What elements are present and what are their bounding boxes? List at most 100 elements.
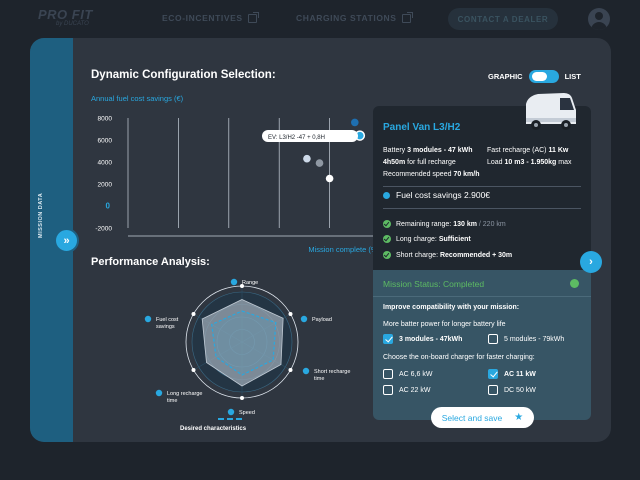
- short-charge-row: Short charge: Recommended + 30m: [383, 251, 512, 259]
- y-tick-label: -2000: [95, 226, 112, 233]
- toggle-label-graphic: GRAPHIC: [488, 72, 523, 81]
- option-3-modules[interactable]: 3 modules - 47kWh: [383, 334, 462, 344]
- nav-charging-stations[interactable]: CHARGING STATIONS: [296, 11, 413, 23]
- radar-axis-label: Payload: [312, 317, 332, 323]
- fuel-savings-text: Fuel cost savings 2.900€: [396, 190, 491, 200]
- improve-heading: Improve compatibility with your mission:: [383, 304, 520, 311]
- checkbox-checked-icon[interactable]: [488, 369, 498, 379]
- scatter-point[interactable]: [303, 154, 311, 163]
- y-tick-label: 0: [106, 202, 111, 211]
- check-circle-icon: [383, 220, 391, 228]
- scatter-y-caption: Annual fuel cost savings (€): [91, 94, 184, 103]
- radar-vertex-dot: [191, 368, 196, 372]
- desired-legend-swatch: [218, 418, 242, 420]
- radar-axis-label: savings: [156, 324, 175, 330]
- coins-icon: [383, 191, 390, 199]
- view-toggle[interactable]: GRAPHIC LIST: [488, 70, 581, 83]
- long-charge-row: Long charge: Sufficient: [383, 235, 471, 243]
- radar-axis-label: Range: [242, 280, 258, 286]
- top-navigation: PRO FIT by DUCATO ECO-INCENTIVES CHARGIN…: [0, 0, 640, 38]
- radar-vertex-dot: [240, 396, 244, 400]
- info-icon[interactable]: [230, 278, 238, 286]
- vehicle-title: Panel Van L3/H2: [383, 122, 461, 133]
- battery-option-heading: More batter power for longer battery lif…: [383, 321, 506, 328]
- next-vehicle-button[interactable]: ›: [580, 251, 602, 273]
- scatter-point[interactable]: [325, 174, 334, 183]
- scatter-point[interactable]: [315, 159, 324, 167]
- y-tick-label: 6000: [98, 138, 113, 145]
- toggle-label-list: LIST: [564, 72, 581, 81]
- logo-sub: by DUCATO: [56, 21, 89, 27]
- option-dc-50[interactable]: DC 50 kW: [488, 385, 536, 395]
- radar-axis-label: Short recharge: [314, 369, 350, 375]
- nav-charging-stations-label: CHARGING STATIONS: [296, 13, 397, 23]
- radar-vertex-dot: [288, 368, 293, 372]
- mission-status-section: [373, 270, 591, 420]
- performance-title: Performance Analysis:: [91, 256, 210, 268]
- page-title: Dynamic Configuration Selection:: [91, 69, 276, 81]
- option-ac-6-6[interactable]: AC 6,6 kW: [383, 369, 432, 379]
- checkbox-icon[interactable]: [383, 369, 393, 379]
- y-tick-label: 4000: [98, 160, 113, 167]
- star-icon: ★: [514, 412, 524, 423]
- spec-load: Load 10 m3 - 1.950kg max: [487, 159, 572, 166]
- spec-battery: Battery 3 modules - 47 kWh: [383, 147, 473, 154]
- option-ac-11[interactable]: AC 11 kW: [488, 369, 536, 379]
- radar-vehicle-shape: [201, 299, 284, 387]
- radar-axis-label: Long recharge: [167, 391, 202, 397]
- scatter-point[interactable]: [351, 118, 359, 127]
- scatter-chart: 8000 6000 4000 2000 0 -2000 EV: L3/H2 -47 + 0…: [95, 116, 380, 255]
- panel-divider: [383, 208, 581, 209]
- spec-speed: Recommended speed 70 km/h: [383, 171, 480, 178]
- panel-divider: [383, 186, 581, 187]
- info-icon[interactable]: [227, 408, 235, 416]
- info-icon[interactable]: [302, 367, 310, 375]
- sidebar-label: MISSION DATA: [38, 192, 44, 238]
- check-circle-icon: [383, 251, 391, 259]
- nav-eco-incentives[interactable]: ECO-INCENTIVES: [162, 11, 259, 23]
- save-button-label: Select and save: [441, 412, 503, 423]
- configurator-card: MISSION DATA » Dynamic Configuration Sel…: [30, 38, 611, 442]
- radar-axis-label: Fuel cost: [156, 317, 179, 323]
- mission-status-text: Mission Status: Completed: [383, 279, 485, 289]
- contact-dealer-button[interactable]: CONTACT A DEALER: [448, 8, 558, 30]
- info-icon[interactable]: [300, 315, 308, 323]
- option-5-modules[interactable]: 5 modules - 79kWh: [488, 334, 564, 344]
- check-circle-icon: [383, 235, 391, 243]
- checkbox-checked-icon[interactable]: [383, 334, 393, 344]
- logo-main: PRO FIT: [38, 7, 93, 22]
- y-tick-label: 8000: [98, 116, 113, 123]
- radar-vertex-dot: [288, 312, 293, 316]
- scatter-x-label: Mission complete (%): [308, 245, 380, 254]
- checkbox-icon[interactable]: [488, 385, 498, 395]
- status-indicator-icon: [570, 279, 579, 288]
- checkbox-icon[interactable]: [383, 385, 393, 395]
- fuel-savings: Fuel cost savings 2.900€: [383, 190, 490, 200]
- select-and-save-button[interactable]: Select and save ★: [431, 407, 534, 428]
- radar-vertex-dot: [191, 312, 196, 316]
- status-divider: [373, 296, 591, 297]
- info-icon[interactable]: [144, 315, 152, 323]
- nav-eco-incentives-label: ECO-INCENTIVES: [162, 13, 243, 23]
- brand-logo[interactable]: PRO FIT by DUCATO: [38, 7, 118, 29]
- desired-legend-label: Desired characteristics: [180, 426, 247, 432]
- remaining-range-row: Remaining range: 130 km / 220 km: [383, 220, 506, 228]
- info-icon[interactable]: [155, 389, 163, 397]
- view-toggle-switch[interactable]: [528, 70, 559, 83]
- radar-axis-label: time: [314, 376, 324, 382]
- tooltip-bubble: [262, 130, 358, 142]
- spec-full-recharge: 4h50m for full recharge: [383, 159, 456, 166]
- van-image: [526, 93, 576, 130]
- checkbox-icon[interactable]: [488, 334, 498, 344]
- user-account-icon[interactable]: [588, 8, 610, 30]
- expand-mission-data-button[interactable]: »: [54, 228, 79, 253]
- external-link-icon: [401, 11, 413, 23]
- spec-fast-recharge: Fast recharge (AC) 11 Kw: [487, 147, 569, 154]
- radar-desired-shape: [211, 310, 277, 376]
- radar-axis-label: Speed: [239, 410, 255, 416]
- tooltip-text: EV: L3/H2 -47 + 0,8H: [268, 135, 325, 141]
- scatter-tooltip: EV: L3/H2 -47 + 0,8H: [262, 130, 358, 142]
- charger-heading: Choose the on-board charger for faster c…: [383, 354, 535, 361]
- option-ac-22[interactable]: AC 22 kW: [383, 385, 431, 395]
